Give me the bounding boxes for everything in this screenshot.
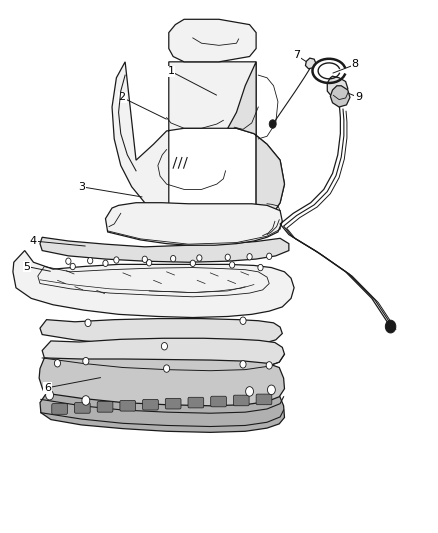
- Circle shape: [147, 260, 152, 266]
- Polygon shape: [228, 62, 285, 221]
- Circle shape: [142, 256, 148, 263]
- Polygon shape: [40, 387, 285, 432]
- Circle shape: [240, 317, 246, 325]
- Text: 2: 2: [119, 92, 126, 102]
- Polygon shape: [330, 86, 350, 107]
- Polygon shape: [112, 62, 285, 221]
- FancyBboxPatch shape: [120, 400, 136, 411]
- Polygon shape: [40, 319, 283, 348]
- FancyBboxPatch shape: [97, 401, 113, 412]
- Polygon shape: [39, 358, 285, 406]
- FancyBboxPatch shape: [165, 398, 181, 409]
- Circle shape: [266, 362, 272, 369]
- Text: 5: 5: [23, 262, 30, 271]
- Circle shape: [225, 254, 230, 261]
- Circle shape: [88, 257, 93, 264]
- Circle shape: [114, 257, 119, 263]
- Polygon shape: [327, 76, 348, 99]
- FancyBboxPatch shape: [233, 395, 249, 406]
- Circle shape: [240, 361, 246, 368]
- Circle shape: [247, 254, 252, 260]
- Circle shape: [82, 395, 90, 405]
- Polygon shape: [169, 19, 256, 62]
- Polygon shape: [13, 251, 294, 318]
- Circle shape: [66, 258, 71, 264]
- Circle shape: [190, 260, 195, 266]
- FancyBboxPatch shape: [188, 397, 204, 408]
- Circle shape: [70, 263, 75, 270]
- Text: 4: 4: [30, 236, 37, 246]
- FancyBboxPatch shape: [211, 396, 226, 407]
- Circle shape: [385, 320, 396, 333]
- Circle shape: [170, 255, 176, 262]
- Circle shape: [230, 262, 235, 268]
- FancyBboxPatch shape: [143, 399, 158, 410]
- Polygon shape: [305, 58, 316, 69]
- Polygon shape: [40, 237, 289, 262]
- Circle shape: [83, 358, 89, 365]
- Circle shape: [103, 260, 108, 266]
- Circle shape: [258, 264, 263, 271]
- FancyBboxPatch shape: [74, 402, 90, 413]
- Circle shape: [163, 365, 170, 372]
- Text: 9: 9: [355, 92, 362, 102]
- Text: 1: 1: [167, 67, 174, 76]
- Circle shape: [54, 360, 60, 367]
- Circle shape: [197, 255, 202, 261]
- Polygon shape: [42, 338, 285, 370]
- Circle shape: [268, 385, 276, 394]
- Circle shape: [269, 120, 276, 128]
- Circle shape: [46, 390, 53, 400]
- FancyBboxPatch shape: [52, 403, 67, 414]
- Text: 7: 7: [293, 51, 300, 60]
- Text: 6: 6: [44, 383, 51, 393]
- Circle shape: [267, 253, 272, 260]
- Circle shape: [161, 343, 167, 350]
- Text: 8: 8: [352, 60, 359, 69]
- Text: 3: 3: [78, 182, 85, 192]
- Circle shape: [246, 386, 254, 396]
- FancyBboxPatch shape: [256, 394, 272, 405]
- Circle shape: [85, 319, 91, 327]
- Polygon shape: [106, 203, 283, 245]
